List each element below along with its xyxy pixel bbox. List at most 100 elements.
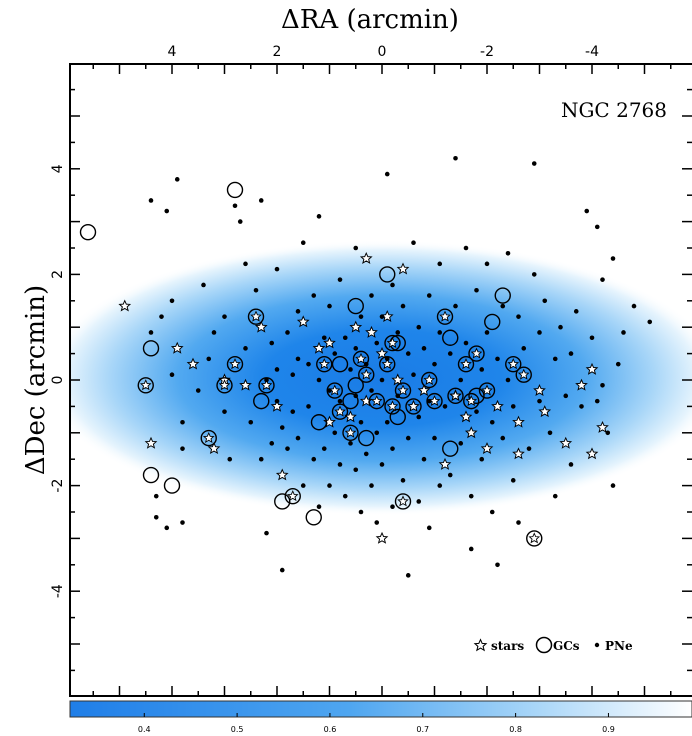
- gc-circle: [463, 392, 480, 410]
- gc-point: [226, 181, 244, 199]
- pne-point: [447, 472, 453, 478]
- gc-circle: [526, 530, 543, 547]
- gc-star-point: [284, 487, 301, 505]
- pne-point: [353, 346, 359, 351]
- gc-point: [405, 398, 422, 415]
- pne-point: [342, 335, 348, 341]
- pne-point: [605, 430, 611, 436]
- gc-point: [389, 408, 406, 426]
- pne-point: [332, 351, 338, 356]
- pne-point: [295, 356, 301, 362]
- pne-point: [358, 419, 364, 425]
- gc-star-point: [316, 355, 333, 373]
- pne-point: [495, 562, 500, 568]
- pne-point: [400, 303, 406, 309]
- gc-star-point: [394, 382, 412, 399]
- pne-point: [369, 388, 374, 393]
- pne-point: [337, 398, 343, 404]
- pne-point: [311, 456, 317, 462]
- legend-pne-label: PNe: [605, 639, 633, 653]
- colorbar-tick-label: 0.8: [509, 725, 522, 734]
- pne-point: [379, 462, 385, 467]
- pne-point: [153, 514, 159, 520]
- legend: stars GCs PNe: [474, 636, 633, 654]
- pne-point: [537, 330, 542, 335]
- pne-point: [180, 446, 185, 451]
- pne-point: [311, 293, 317, 298]
- y-tick-label: -2: [50, 479, 66, 493]
- gc-circle: [468, 345, 485, 362]
- pne-point: [264, 377, 269, 383]
- y-tick-label: -4: [50, 584, 66, 598]
- pne-point: [484, 261, 490, 267]
- gc-star-point: [505, 355, 522, 373]
- x-tick-label: -2: [480, 44, 494, 60]
- gc-circle: [478, 382, 496, 399]
- pne-point: [327, 483, 332, 488]
- pne-point: [395, 330, 401, 335]
- pne-point: [348, 441, 353, 446]
- pne-point: [631, 303, 637, 309]
- pne-point: [479, 367, 485, 372]
- pne-point: [353, 245, 359, 251]
- pne-point: [510, 404, 516, 409]
- pne-point: [568, 351, 574, 356]
- pne-point: [300, 240, 306, 246]
- pne-point: [211, 330, 217, 335]
- pne-point: [421, 346, 427, 351]
- pne-point: [300, 483, 306, 488]
- pne-point: [374, 340, 380, 346]
- pne-point: [274, 367, 280, 372]
- galaxy-name-annotation: NGC 2768: [561, 98, 667, 122]
- gc-star-point: [463, 392, 480, 410]
- pne-point: [458, 441, 464, 446]
- pne-point: [369, 483, 374, 488]
- gc-circle: [457, 355, 475, 373]
- pne-point: [222, 409, 227, 414]
- pne-point: [285, 330, 290, 335]
- colorbar: 0.4 0.5 0.6 0.7 0.8 0.9: [69, 700, 692, 734]
- gc-circle: [216, 377, 233, 394]
- pne-point: [264, 530, 269, 536]
- gc-circle: [247, 308, 265, 325]
- pne-point: [321, 446, 327, 451]
- gc-circle: [284, 487, 301, 505]
- pne-point: [547, 430, 553, 436]
- pne-point: [148, 330, 154, 335]
- pne-point: [500, 435, 506, 441]
- pne-point: [600, 382, 605, 388]
- pne-point: [353, 393, 359, 399]
- pne-point: [285, 446, 290, 451]
- star-point: [376, 532, 388, 544]
- gc-circle: [137, 377, 154, 394]
- galaxy-halo: [70, 240, 692, 516]
- gc-point: [310, 414, 328, 431]
- gc-circle: [352, 350, 370, 368]
- pne-point: [610, 483, 616, 488]
- gc-star-point: [515, 366, 532, 383]
- gc-star-point: [331, 403, 349, 420]
- gc-point: [142, 466, 160, 484]
- colorbar-tick-label: 0.7: [416, 725, 429, 734]
- legend-stars-label: stars: [491, 639, 524, 653]
- gc-point: [342, 392, 359, 410]
- gc-star-point: [478, 382, 496, 399]
- pne-point: [169, 298, 175, 304]
- pne-point: [337, 277, 343, 282]
- pne-point: [558, 324, 563, 330]
- pne-point: [290, 409, 296, 414]
- gc-circle: [515, 366, 532, 383]
- pne-point: [437, 261, 443, 267]
- pne-point: [169, 372, 175, 378]
- colorbar-ticks: 0.4 0.5 0.6 0.7 0.8 0.9: [138, 713, 615, 734]
- pne-point: [458, 377, 464, 383]
- gc-point: [79, 223, 97, 241]
- pne-point: [379, 314, 385, 319]
- pne-point: [610, 256, 616, 261]
- pne-point: [279, 567, 285, 573]
- gc-star-point: [358, 366, 375, 383]
- pne-point: [437, 483, 443, 488]
- pne-point: [594, 224, 600, 230]
- pne-point: [521, 346, 527, 351]
- pne-point: [227, 456, 233, 462]
